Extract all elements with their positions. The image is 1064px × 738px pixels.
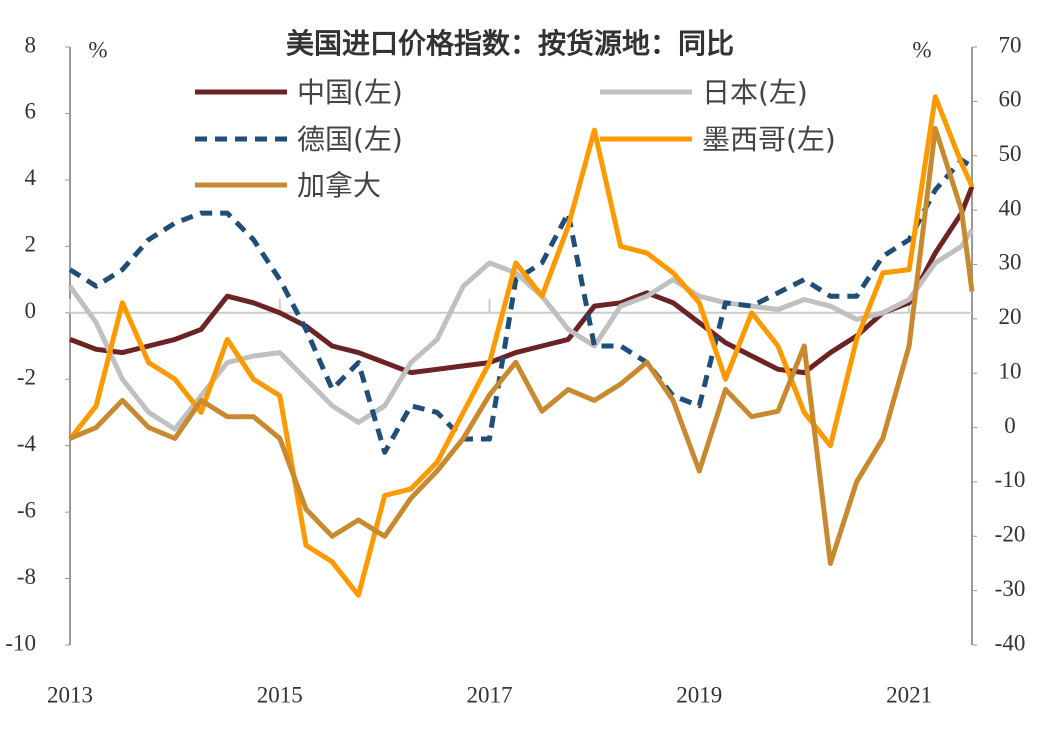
legend-label: 墨西哥(左) bbox=[702, 123, 836, 156]
y2-tick-label: 40 bbox=[999, 195, 1022, 220]
y2-tick-label: 30 bbox=[999, 250, 1022, 275]
y2-tick-label: -40 bbox=[995, 630, 1026, 655]
legend-label: 德国(左) bbox=[297, 123, 403, 156]
y-tick-label: -10 bbox=[5, 630, 36, 655]
x-tick-label: 2017 bbox=[467, 682, 513, 707]
y-tick-label: 2 bbox=[25, 232, 37, 257]
y-tick-label: 6 bbox=[25, 99, 37, 124]
chart-title: 美国进口价格指数：按货源地：同比 bbox=[286, 27, 734, 60]
y2-unit: % bbox=[912, 37, 931, 62]
series-line bbox=[68, 94, 975, 598]
legend-label: 中国(左) bbox=[297, 76, 403, 109]
y-tick-label: -4 bbox=[17, 431, 37, 456]
y2-tick-label: 70 bbox=[999, 32, 1022, 57]
y-tick-label: -2 bbox=[17, 365, 36, 390]
series-line bbox=[67, 228, 975, 432]
legend-label: 加拿大 bbox=[297, 169, 381, 202]
series-line bbox=[69, 185, 975, 376]
y2-tick-label: 20 bbox=[999, 304, 1022, 329]
y-tick-label: -8 bbox=[17, 564, 36, 589]
y-unit: % bbox=[88, 37, 107, 62]
y-tick-label: 4 bbox=[25, 165, 37, 190]
y-tick-label: -6 bbox=[17, 497, 36, 522]
series-line bbox=[68, 157, 974, 455]
x-tick-label: 2019 bbox=[676, 682, 722, 707]
y2-tick-label: -10 bbox=[995, 467, 1026, 492]
y-tick-label: 0 bbox=[25, 298, 37, 323]
y2-tick-label: 60 bbox=[999, 87, 1022, 112]
y2-tick-label: 50 bbox=[999, 141, 1022, 166]
y-tick-label: 8 bbox=[25, 32, 37, 57]
legend-label: 日本(左) bbox=[702, 76, 808, 109]
series-line bbox=[69, 126, 975, 566]
x-tick-label: 2021 bbox=[886, 682, 932, 707]
y2-tick-label: -20 bbox=[995, 522, 1026, 547]
y2-tick-label: 0 bbox=[1004, 413, 1016, 438]
x-tick-label: 2013 bbox=[47, 682, 93, 707]
y2-tick-label: -30 bbox=[995, 576, 1026, 601]
x-tick-label: 2015 bbox=[257, 682, 303, 707]
y2-tick-label: 10 bbox=[999, 358, 1022, 383]
